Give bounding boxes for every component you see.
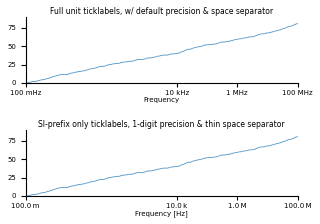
Title: Full unit ticklabels, w/ default precision & space separator: Full unit ticklabels, w/ default precisi… — [50, 7, 273, 16]
Title: SI-prefix only ticklabels, 1-digit precision & thin space separator: SI-prefix only ticklabels, 1-digit preci… — [38, 120, 285, 129]
X-axis label: Frequency [Hz]: Frequency [Hz] — [135, 210, 188, 217]
X-axis label: Frequency: Frequency — [144, 97, 180, 103]
